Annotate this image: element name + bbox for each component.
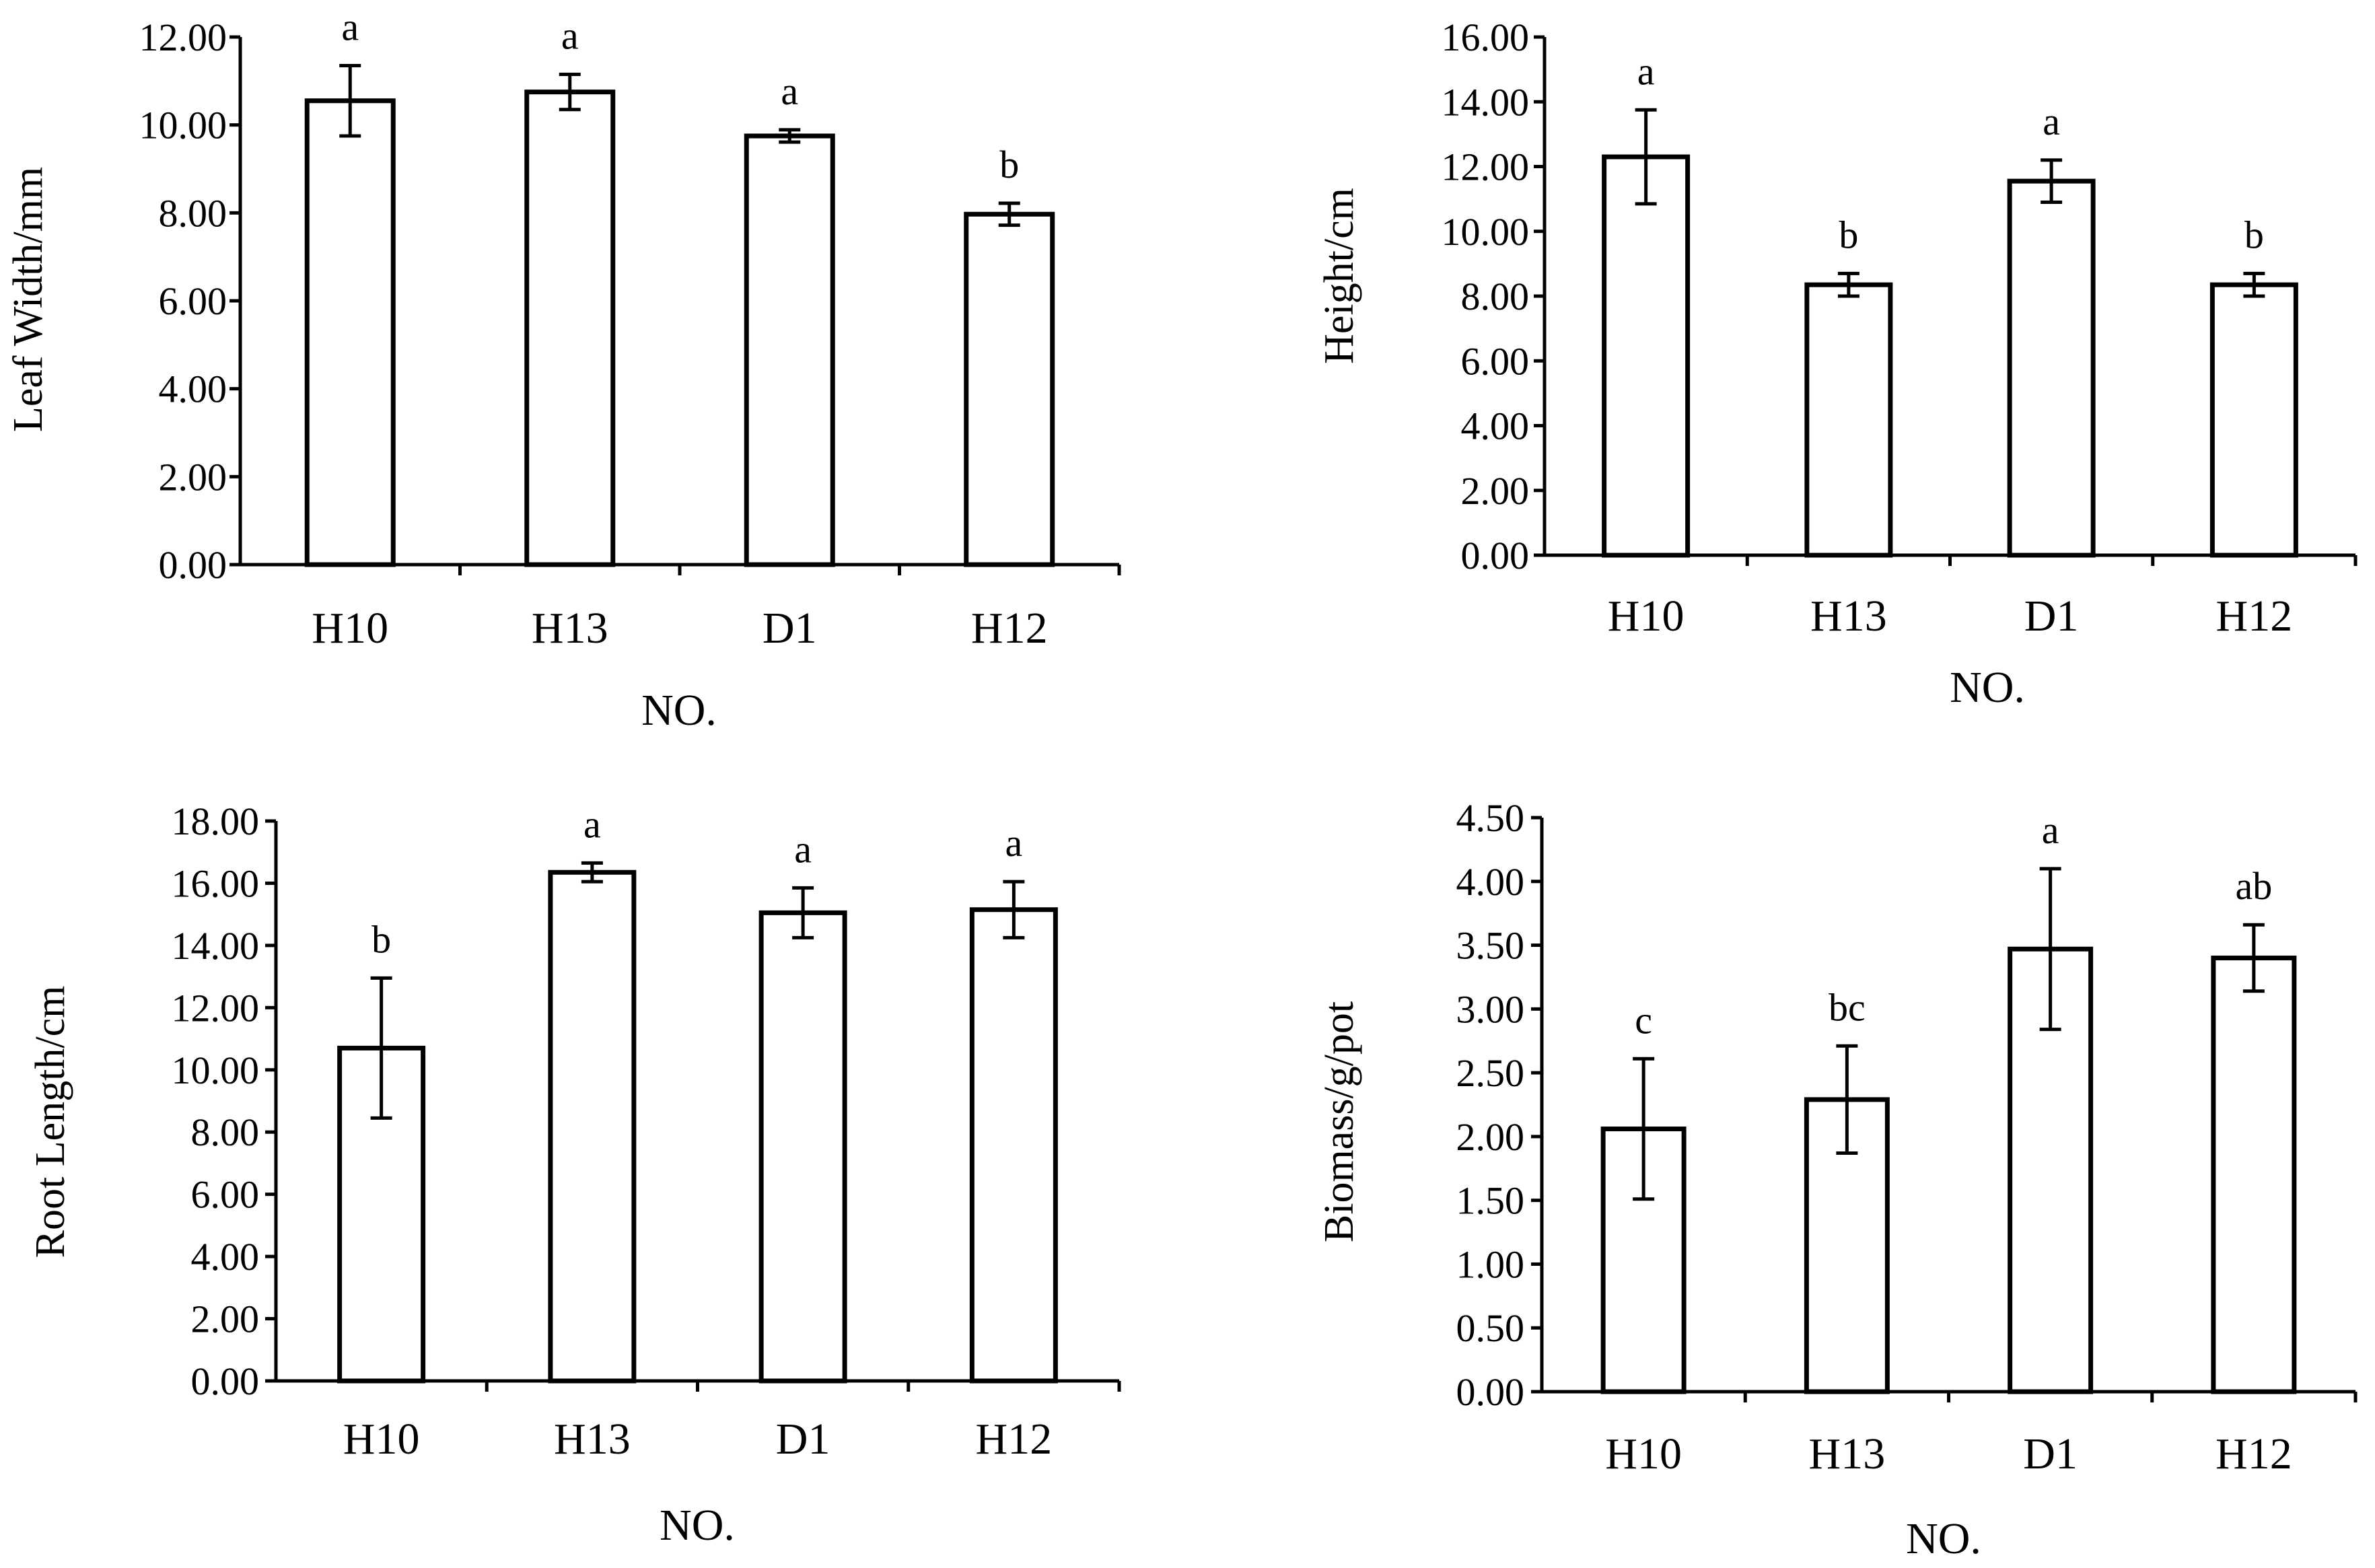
x-tick-label: H12	[2216, 592, 2293, 641]
significance-label: b	[2244, 213, 2264, 256]
significance-label: bc	[1829, 985, 1866, 1029]
y-tick-label: 4.00	[191, 1235, 260, 1279]
y-axis-title: Root Length/cm	[28, 986, 73, 1258]
y-tick-label: 14.00	[1442, 80, 1530, 124]
x-tick-label: H13	[1810, 592, 1887, 641]
y-tick-label: 6.00	[191, 1173, 260, 1217]
y-tick-label: 0.00	[1456, 1370, 1525, 1414]
y-tick-label: 12.00	[172, 986, 260, 1030]
y-tick-label: 4.00	[1456, 860, 1525, 904]
y-tick-label: 4.50	[1456, 796, 1525, 840]
y-tick-label: 18.00	[172, 799, 260, 843]
bar	[2209, 282, 2298, 558]
significance-label: a	[1005, 821, 1023, 865]
y-tick-label: 2.00	[159, 455, 227, 499]
y-tick-label: 1.50	[1456, 1179, 1525, 1223]
significance-label: a	[794, 827, 812, 871]
y-tick-label: 14.00	[172, 924, 260, 968]
significance-label: ab	[2236, 864, 2273, 908]
significance-label: a	[583, 802, 601, 846]
y-axis-title: Leaf Width/mm	[5, 167, 51, 432]
bar	[2007, 178, 2096, 558]
significance-label: b	[1839, 213, 1858, 256]
x-tick-label: H10	[343, 1415, 420, 1464]
leaf-width-chart: Leaf Width/mm NO. 0.00 2.00 4.00 6.00 8.00 10…	[5, 5, 1121, 735]
y-axis-title: Biomass/g/pot	[1316, 1001, 1362, 1242]
y-tick-label: 0.50	[1456, 1306, 1525, 1350]
y-tick-label: 10.00	[172, 1048, 260, 1092]
bar	[964, 211, 1055, 567]
y-tick-label: 4.00	[1461, 404, 1530, 448]
x-axis-title: NO.	[660, 1501, 735, 1550]
y-tick-label: 8.00	[1461, 275, 1530, 318]
y-tick-label: 6.00	[159, 279, 227, 323]
biomass-chart: Biomass/g/pot NO. 0.00 0.50 1.00 1.50 2.00 2.…	[1316, 796, 2358, 1563]
y-tick-label: 4.00	[159, 367, 227, 411]
bar	[524, 90, 616, 567]
x-tick-label: H12	[2216, 1429, 2292, 1478]
x-tick-label: D1	[776, 1415, 830, 1464]
y-tick-label: 3.00	[1456, 987, 1525, 1031]
bar	[744, 133, 835, 567]
x-tick-label: D1	[2023, 1429, 2078, 1478]
significance-label: a	[2043, 100, 2060, 143]
y-tick-label: 8.00	[159, 191, 227, 235]
significance-label: a	[1637, 49, 1655, 93]
x-tick-label: H13	[532, 604, 608, 653]
x-tick-label: H10	[1605, 1429, 1682, 1478]
x-tick-label: H12	[976, 1415, 1053, 1464]
y-tick-label: 2.00	[1456, 1115, 1525, 1159]
y-tick-label: 10.00	[1442, 210, 1530, 254]
y-tick-label: 2.00	[1461, 469, 1530, 513]
y-tick-label: 2.50	[1456, 1051, 1525, 1095]
bar	[1804, 282, 1893, 558]
x-tick-label: H13	[554, 1415, 631, 1464]
significance-label: b	[999, 143, 1019, 186]
x-tick-label: D1	[2024, 592, 2079, 641]
y-tick-label: 2.00	[191, 1297, 260, 1341]
x-tick-label: H10	[1608, 592, 1685, 641]
x-tick-label: H12	[971, 604, 1048, 653]
y-tick-label: 12.00	[139, 15, 227, 59]
x-axis-title: NO.	[1950, 663, 2025, 712]
y-tick-label: 6.00	[1461, 339, 1530, 383]
y-tick-label: 3.50	[1456, 924, 1525, 968]
bar	[758, 910, 847, 1384]
bar	[1602, 154, 1691, 558]
bar	[304, 98, 396, 567]
y-tick-label: 10.00	[139, 104, 227, 147]
significance-label: c	[1635, 998, 1652, 1042]
root-length-chart: Root Length/cm NO. 0.00 2.00 4.00 6.00 8.00 1…	[28, 799, 1121, 1550]
x-tick-label: H13	[1809, 1429, 1886, 1478]
y-axis-title: Height/cm	[1316, 188, 1362, 364]
x-axis-title: NO.	[1906, 1514, 1981, 1563]
y-tick-label: 16.00	[1442, 15, 1530, 59]
significance-label: b	[371, 917, 391, 961]
x-axis-title: NO.	[641, 686, 717, 735]
significance-label: a	[781, 69, 798, 113]
significance-label: a	[561, 14, 579, 58]
bar	[969, 907, 1058, 1384]
significance-label: a	[341, 5, 359, 48]
y-tick-label: 12.00	[1442, 145, 1530, 189]
bar	[2211, 956, 2297, 1394]
y-tick-label: 0.00	[1461, 534, 1530, 577]
y-tick-label: 8.00	[191, 1110, 260, 1154]
x-tick-label: D1	[763, 604, 817, 653]
height-chart: Height/cm NO. 0.00 2.00 4.00 6.00 8.00 10.00 1…	[1316, 15, 2358, 712]
y-tick-label: 1.00	[1456, 1242, 1525, 1286]
y-tick-label: 0.00	[159, 543, 227, 587]
bar	[548, 869, 637, 1384]
x-tick-label: H10	[312, 604, 388, 653]
significance-label: a	[2042, 808, 2059, 852]
y-tick-label: 16.00	[172, 861, 260, 905]
y-tick-label: 0.00	[191, 1359, 260, 1403]
